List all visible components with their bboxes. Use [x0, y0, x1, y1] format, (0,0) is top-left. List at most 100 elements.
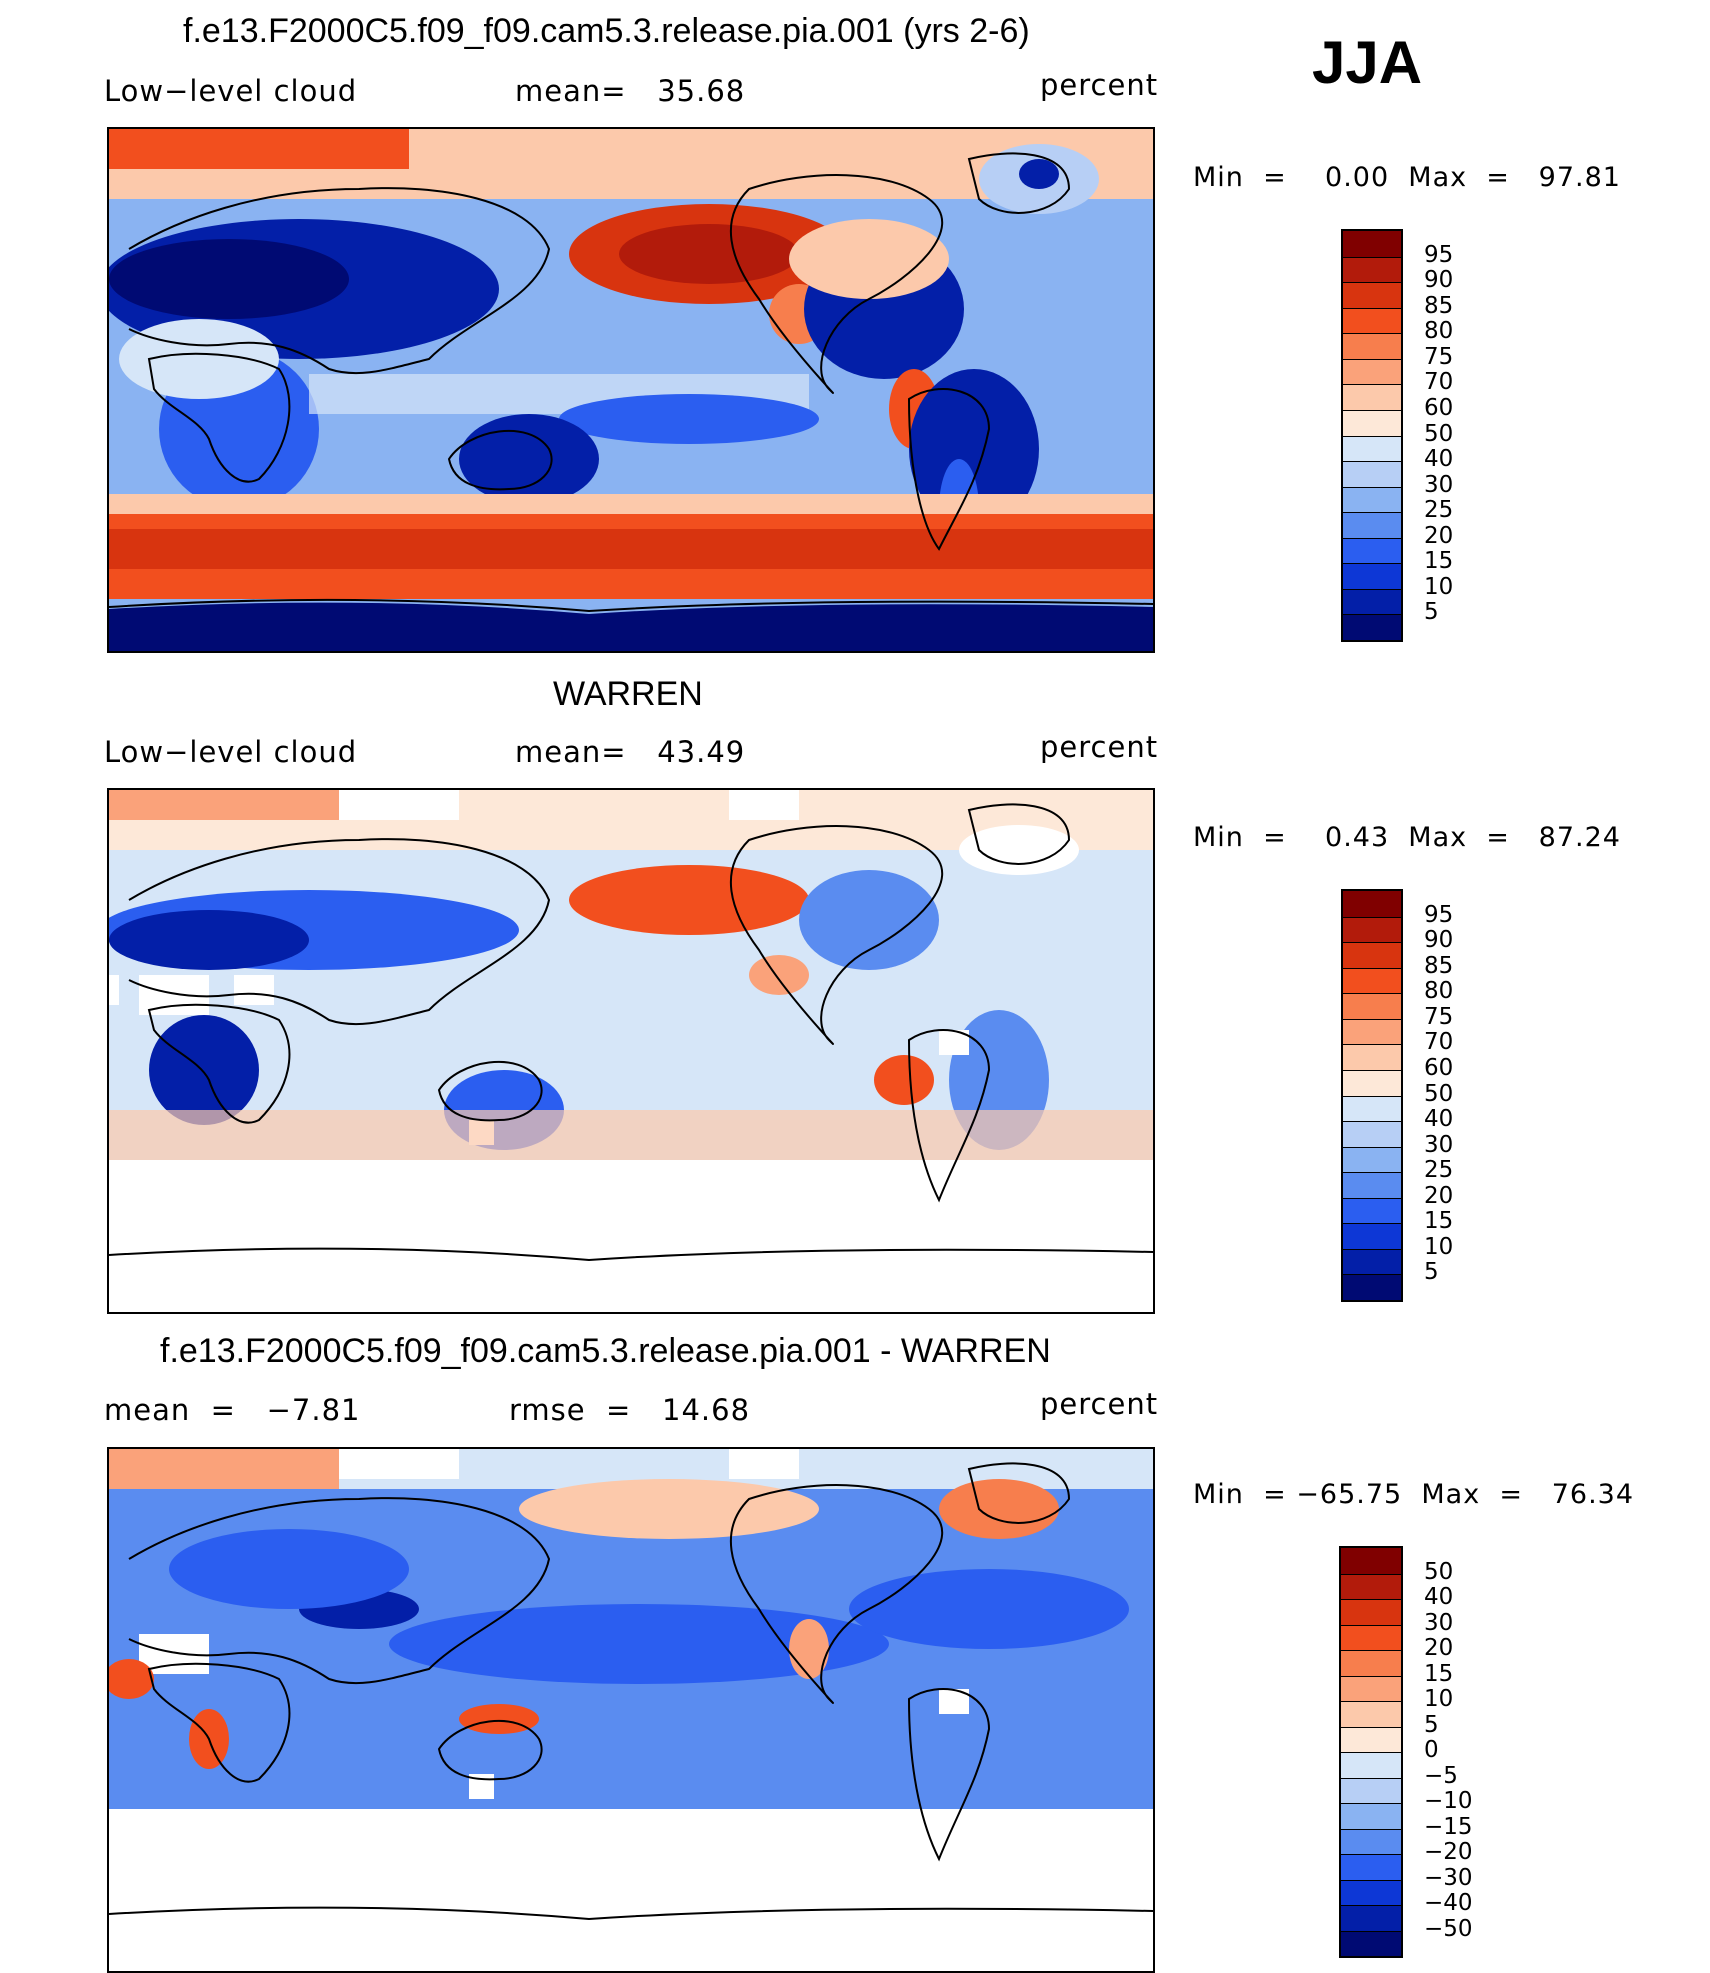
panel-1-min-max: Min = 0.00 Max = 97.81 [1193, 162, 1621, 193]
panel-3-title: f.e13.F2000C5.f09_f09.cam5.3.release.pia… [160, 1332, 1051, 1370]
colorbar-tick-label: 30 [1424, 1609, 1454, 1636]
colorbar-cell [1343, 1069, 1401, 1096]
colorbar-cell [1343, 1248, 1401, 1275]
colorbar-tick-label: 10 [1424, 573, 1454, 600]
colorbar-tick-label: 5 [1424, 1711, 1439, 1738]
colorbar-tick-label: 10 [1424, 1686, 1454, 1712]
colorbar-tick-label: 20 [1424, 1182, 1454, 1209]
colorbar-cell [1343, 1274, 1401, 1300]
season-label: JJA [1312, 29, 1423, 96]
colorbar-tick-label: 80 [1424, 978, 1454, 1005]
colorbar-tick-label: 40 [1424, 1106, 1454, 1133]
colorbar-tick-label: 20 [1424, 1635, 1454, 1661]
colorbar-cell [1341, 1752, 1401, 1778]
colorbar-tick-label: 40 [1424, 446, 1454, 473]
colorbar-tick-label: 10 [1424, 1233, 1454, 1260]
colorbar-tick-label: 95 [1424, 241, 1454, 268]
colorbar-cell [1343, 1172, 1401, 1198]
colorbar-tick-label: −50 [1424, 1915, 1473, 1942]
colorbar-cell [1343, 256, 1401, 283]
colorbar-cell [1343, 435, 1401, 462]
colorbar-tick-label: 30 [1424, 471, 1454, 498]
panel-2-mean-label: mean= 43.49 [515, 735, 746, 769]
panel-2-min-max: Min = 0.43 Max = 87.24 [1193, 822, 1621, 853]
colorbar-cell [1341, 1879, 1401, 1905]
colorbar-tick-label: −40 [1424, 1890, 1473, 1916]
colorbar-cell [1341, 1573, 1401, 1599]
panel-3-colorbar-labels: 50 40 30 20 15 10 5 0 −5 −10 −15 −20 −30 −40 −50 [1420, 1546, 1500, 1958]
colorbar-cell [1343, 307, 1401, 334]
panel-1-variable-label: Low−level cloud [104, 74, 358, 108]
colorbar-cell [1343, 486, 1401, 513]
colorbar-cell [1343, 967, 1401, 994]
panel-3-units-label: percent [1040, 1387, 1159, 1421]
colorbar-tick-label: 60 [1424, 1054, 1454, 1081]
colorbar-cell [1343, 1223, 1401, 1249]
colorbar-cell [1341, 1675, 1401, 1701]
colorbar-tick-label: 25 [1424, 1157, 1454, 1184]
colorbar-tick-label: 90 [1424, 267, 1454, 294]
colorbar-cell [1341, 1930, 1401, 1956]
colorbar-cell [1341, 1803, 1401, 1829]
panel-1-map [107, 127, 1155, 653]
colorbar-tick-label: 60 [1424, 394, 1454, 421]
colorbar-cell [1343, 1044, 1401, 1070]
colorbar-cell [1343, 993, 1401, 1019]
colorbar-cell [1341, 1854, 1401, 1880]
colorbar-tick-label: 70 [1424, 369, 1454, 396]
colorbar-tick-label: 25 [1424, 497, 1454, 524]
colorbar-tick-label: 50 [1424, 1080, 1454, 1107]
colorbar-cell [1343, 1018, 1401, 1045]
colorbar-cell [1343, 614, 1401, 640]
colorbar-cell [1343, 537, 1401, 564]
colorbar-cell [1343, 891, 1401, 917]
colorbar-tick-label: 85 [1424, 292, 1454, 319]
panel-2-colorbar-labels: 95 90 85 80 75 70 60 50 40 30 25 20 15 10 5 [1420, 889, 1500, 1302]
colorbar-tick-label: 50 [1424, 1558, 1454, 1585]
colorbar-cell [1343, 563, 1401, 589]
colorbar-cell [1343, 1197, 1401, 1224]
colorbar-cell [1343, 588, 1401, 615]
colorbar-tick-label: 5 [1424, 1259, 1439, 1286]
colorbar-tick-label: 95 [1424, 901, 1454, 928]
colorbar-tick-label: −10 [1424, 1788, 1473, 1814]
colorbar-cell [1343, 1146, 1401, 1173]
colorbar-tick-label: 85 [1424, 952, 1454, 979]
panel-1-title: f.e13.F2000C5.f09_f09.cam5.3.release.pia… [183, 12, 1030, 50]
panel-3-colorbar-cells [1341, 1548, 1401, 1956]
colorbar-tick-label: 0 [1424, 1737, 1439, 1763]
colorbar-cell [1341, 1777, 1401, 1803]
panel-2-colorbar [1341, 889, 1403, 1302]
panel-1-colorbar-cells [1343, 231, 1401, 640]
colorbar-tick-label: 30 [1424, 1131, 1454, 1158]
colorbar-tick-label: 90 [1424, 927, 1454, 954]
panel-3-rmse-label: rmse = 14.68 [509, 1393, 751, 1427]
colorbar-tick-label: −30 [1424, 1864, 1473, 1891]
colorbar-cell [1343, 358, 1401, 385]
colorbar-cell [1343, 1121, 1401, 1147]
colorbar-tick-label: −15 [1424, 1813, 1473, 1840]
colorbar-cell [1343, 512, 1401, 538]
colorbar-tick-label: 15 [1424, 1660, 1454, 1687]
panel-2-map [107, 788, 1155, 1314]
colorbar-cell [1341, 1599, 1401, 1625]
colorbar-tick-label: 50 [1424, 420, 1454, 447]
colorbar-cell [1341, 1548, 1401, 1574]
panel-1-units-label: percent [1040, 68, 1159, 102]
panel-3-map [107, 1447, 1155, 1973]
panel-1-mean-label: mean= 35.68 [515, 74, 746, 108]
colorbar-cell [1343, 409, 1401, 436]
colorbar-cell [1343, 461, 1401, 487]
colorbar-tick-label: 15 [1424, 1208, 1454, 1235]
colorbar-cell [1343, 1095, 1401, 1122]
colorbar-tick-label: 75 [1424, 343, 1454, 370]
colorbar-cell [1343, 942, 1401, 968]
panel-2-variable-label: Low−level cloud [104, 735, 358, 769]
colorbar-tick-label: 75 [1424, 1003, 1454, 1030]
colorbar-tick-label: 70 [1424, 1029, 1454, 1056]
colorbar-tick-label: 40 [1424, 1584, 1454, 1610]
panel-2-colorbar-cells [1343, 891, 1401, 1300]
panel-2-title: WARREN [553, 675, 703, 713]
colorbar-cell [1341, 1726, 1401, 1752]
colorbar-tick-label: 5 [1424, 599, 1439, 626]
